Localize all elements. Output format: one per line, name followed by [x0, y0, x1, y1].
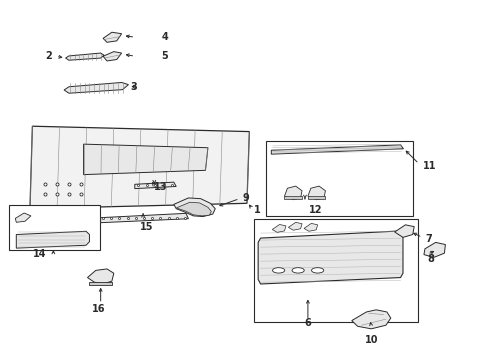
Polygon shape — [16, 231, 89, 248]
Text: 2: 2 — [45, 51, 52, 61]
Polygon shape — [64, 82, 128, 93]
Text: 5: 5 — [161, 51, 168, 61]
Text: 1: 1 — [254, 206, 261, 216]
Ellipse shape — [291, 268, 304, 273]
Polygon shape — [103, 51, 122, 61]
Polygon shape — [288, 222, 302, 230]
Text: 6: 6 — [304, 319, 311, 328]
Text: 3: 3 — [130, 82, 136, 92]
Polygon shape — [307, 186, 325, 200]
Text: 15: 15 — [140, 222, 153, 231]
Ellipse shape — [272, 268, 284, 273]
Polygon shape — [284, 186, 302, 200]
Polygon shape — [87, 269, 114, 284]
Polygon shape — [65, 53, 104, 60]
Polygon shape — [15, 213, 31, 222]
Text: 4: 4 — [161, 32, 168, 41]
Polygon shape — [103, 32, 122, 42]
Text: 9: 9 — [242, 193, 248, 203]
Text: 11: 11 — [422, 161, 435, 171]
Polygon shape — [83, 144, 207, 175]
Polygon shape — [271, 145, 403, 154]
Polygon shape — [304, 224, 317, 231]
Polygon shape — [30, 126, 249, 209]
Polygon shape — [272, 225, 285, 232]
Text: 8: 8 — [427, 254, 433, 264]
Polygon shape — [423, 242, 445, 257]
Polygon shape — [351, 310, 390, 329]
Polygon shape — [89, 282, 112, 285]
Polygon shape — [284, 196, 302, 199]
Text: 13: 13 — [154, 182, 167, 192]
Text: 7: 7 — [424, 234, 431, 244]
Polygon shape — [101, 213, 188, 223]
Text: 16: 16 — [91, 304, 105, 314]
Polygon shape — [394, 225, 413, 237]
Ellipse shape — [311, 268, 323, 273]
Polygon shape — [176, 202, 211, 216]
Polygon shape — [307, 196, 325, 199]
Text: 14: 14 — [33, 248, 46, 258]
Bar — [254, 220, 417, 321]
Text: 10: 10 — [364, 334, 377, 345]
Bar — [9, 205, 100, 250]
Polygon shape — [173, 198, 215, 217]
Polygon shape — [258, 231, 402, 284]
Polygon shape — [135, 182, 176, 189]
Text: 12: 12 — [308, 206, 321, 216]
Bar — [266, 140, 412, 216]
